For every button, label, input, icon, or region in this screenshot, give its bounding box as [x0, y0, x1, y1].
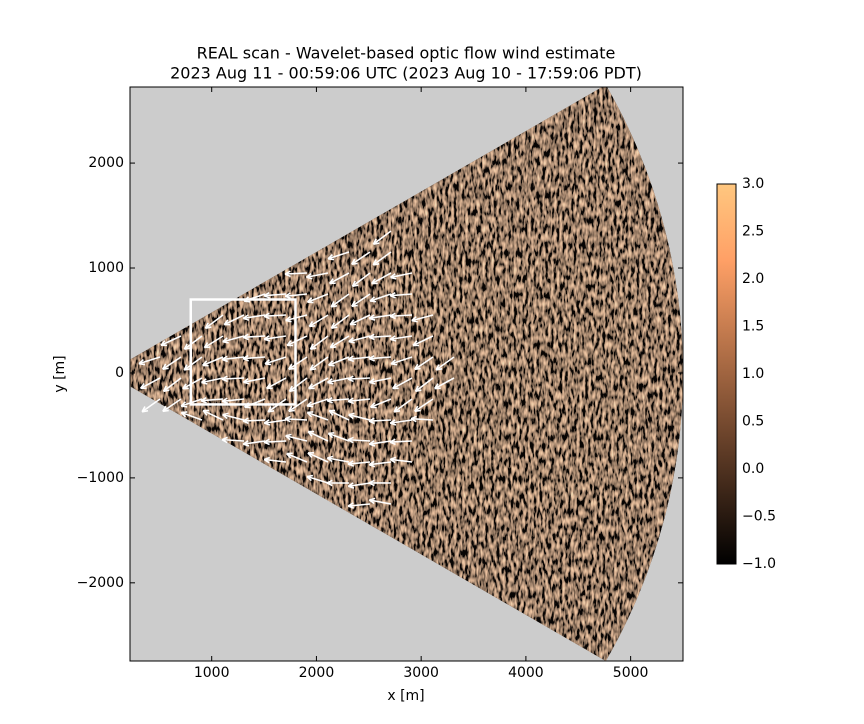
colorbar-tick-label: −1.0 — [742, 556, 776, 572]
colorbar — [717, 184, 736, 564]
chart-subtitle: 2023 Aug 11 - 00:59:06 UTC (2023 Aug 10 … — [170, 64, 642, 83]
colorbar-tick-label: 2.0 — [742, 271, 764, 287]
colorbar-tick-label: 0.0 — [742, 461, 764, 477]
plot-area — [130, 87, 683, 661]
colorbar-tick-label: 1.0 — [742, 366, 764, 382]
colorbar-tick-label: −0.5 — [742, 509, 776, 525]
x-tick-label: 4000 — [508, 665, 544, 681]
x-tick-label: 2000 — [299, 665, 335, 681]
chart-title: REAL scan - Wavelet-based optic flow win… — [197, 44, 616, 63]
y-tick-label: 2000 — [88, 155, 124, 171]
x-tick-label: 3000 — [403, 665, 439, 681]
y-tick-label: −1000 — [77, 470, 124, 486]
colorbar-tick-label: 0.5 — [742, 414, 764, 430]
y-tick-label: 1000 — [88, 260, 124, 276]
x-axis-label: x [m] — [387, 688, 424, 704]
x-tick-label: 1000 — [194, 665, 230, 681]
y-tick-label: −2000 — [77, 575, 124, 591]
y-axis-label: y [m] — [52, 355, 68, 392]
x-tick-label: 5000 — [613, 665, 649, 681]
colorbar-tick-label: 1.5 — [742, 319, 764, 335]
y-tick-label: 0 — [115, 365, 124, 381]
colorbar-tick-label: 2.5 — [742, 224, 764, 240]
colorbar-tick-label: 3.0 — [742, 176, 764, 192]
